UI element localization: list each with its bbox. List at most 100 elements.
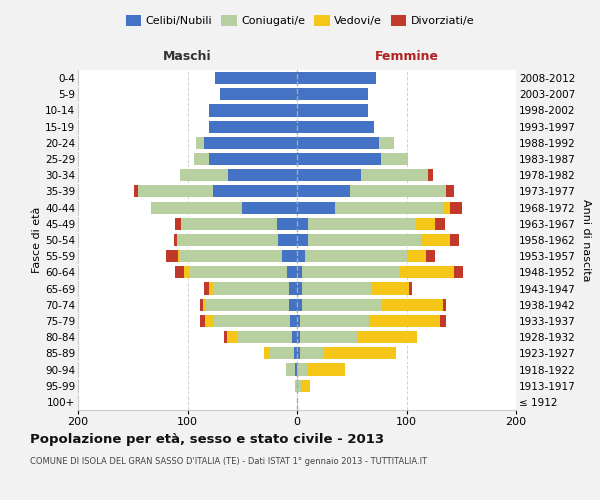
Text: Maschi: Maschi	[163, 50, 212, 62]
Bar	[287, 266, 297, 278]
Bar	[297, 186, 350, 198]
Bar	[382, 298, 443, 311]
Bar	[297, 218, 308, 230]
Bar	[297, 72, 376, 84]
Bar	[399, 266, 454, 278]
Bar	[151, 202, 242, 213]
Bar	[184, 266, 188, 278]
Bar	[369, 315, 440, 327]
Bar	[134, 186, 138, 198]
Bar	[297, 298, 302, 311]
Bar	[237, 331, 292, 343]
Text: COMUNE DI ISOLA DEL GRAN SASSO D'ITALIA (TE) - Dati ISTAT 1° gennaio 2013 - TUTT: COMUNE DI ISOLA DEL GRAN SASSO D'ITALIA …	[30, 458, 427, 466]
Bar	[209, 104, 297, 117]
Bar	[227, 331, 237, 343]
Bar	[289, 298, 297, 311]
Bar	[166, 250, 178, 262]
Bar	[443, 298, 446, 311]
Bar	[454, 266, 463, 278]
Bar	[209, 120, 297, 132]
Bar	[175, 218, 181, 230]
Bar	[297, 348, 300, 360]
Text: Femmine: Femmine	[374, 50, 439, 62]
Bar	[297, 202, 335, 213]
Bar	[228, 169, 297, 181]
Bar	[215, 72, 297, 84]
Bar	[440, 315, 446, 327]
Bar	[297, 380, 301, 392]
Bar	[382, 153, 407, 165]
Bar	[294, 348, 297, 360]
Bar	[301, 380, 310, 392]
Bar	[451, 202, 463, 213]
Bar	[379, 137, 394, 149]
Bar	[443, 202, 451, 213]
Bar	[428, 169, 433, 181]
Bar	[204, 282, 209, 294]
Bar	[224, 331, 227, 343]
Bar	[297, 153, 382, 165]
Bar	[297, 169, 361, 181]
Bar	[302, 282, 371, 294]
Bar	[297, 234, 308, 246]
Bar	[209, 153, 297, 165]
Bar	[175, 234, 176, 246]
Bar	[176, 234, 278, 246]
Bar	[435, 218, 445, 230]
Bar	[138, 186, 212, 198]
Bar	[308, 234, 421, 246]
Bar	[212, 186, 297, 198]
Bar	[297, 120, 374, 132]
Bar	[180, 250, 281, 262]
Bar	[297, 331, 300, 343]
Bar	[178, 250, 180, 262]
Bar	[325, 348, 395, 360]
Bar	[297, 364, 307, 376]
Bar	[297, 315, 300, 327]
Bar	[297, 282, 302, 294]
Legend: Celibi/Nubili, Coniugati/e, Vedovi/e, Divorziati/e: Celibi/Nubili, Coniugati/e, Vedovi/e, Di…	[121, 10, 479, 30]
Y-axis label: Fasce di età: Fasce di età	[32, 207, 42, 273]
Bar	[204, 137, 297, 149]
Bar	[307, 364, 345, 376]
Bar	[277, 218, 297, 230]
Bar	[188, 266, 287, 278]
Bar	[264, 348, 269, 360]
Bar	[175, 266, 184, 278]
Bar	[203, 298, 206, 311]
Bar	[180, 169, 228, 181]
Bar	[451, 234, 459, 246]
Bar	[295, 364, 297, 376]
Bar	[281, 250, 297, 262]
Bar	[415, 218, 435, 230]
Bar	[297, 250, 305, 262]
Bar	[295, 380, 297, 392]
Bar	[446, 186, 454, 198]
Bar	[278, 234, 297, 246]
Bar	[269, 348, 294, 360]
Bar	[220, 88, 297, 101]
Bar	[421, 234, 451, 246]
Bar	[302, 298, 382, 311]
Bar	[357, 331, 418, 343]
Bar	[407, 250, 426, 262]
Bar	[305, 250, 407, 262]
Bar	[200, 315, 205, 327]
Bar	[196, 137, 204, 149]
Bar	[297, 88, 368, 101]
Bar	[205, 315, 214, 327]
Bar	[181, 218, 277, 230]
Bar	[292, 331, 297, 343]
Bar	[297, 137, 379, 149]
Bar	[371, 282, 409, 294]
Bar	[214, 315, 290, 327]
Bar	[290, 315, 297, 327]
Bar	[308, 218, 415, 230]
Bar	[302, 266, 399, 278]
Bar	[300, 331, 357, 343]
Bar	[300, 315, 369, 327]
Text: Popolazione per età, sesso e stato civile - 2013: Popolazione per età, sesso e stato civil…	[30, 432, 384, 446]
Bar	[426, 250, 435, 262]
Bar	[209, 282, 212, 294]
Bar	[194, 153, 209, 165]
